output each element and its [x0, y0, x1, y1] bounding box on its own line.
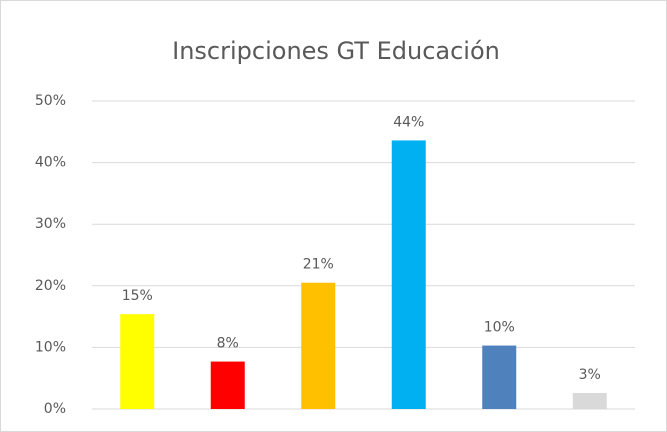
data-label: 15%: [122, 288, 153, 304]
data-label: 44%: [393, 114, 424, 130]
chart-title: Inscripciones GT Educación: [172, 37, 500, 65]
data-label: 21%: [303, 257, 334, 273]
bar: [572, 392, 607, 409]
y-tick-label: 20%: [35, 278, 66, 294]
y-tick-label: 30%: [35, 216, 66, 232]
y-tick-label: 0%: [44, 401, 66, 417]
data-label: 10%: [484, 320, 515, 336]
bar: [391, 140, 426, 409]
bar: [482, 345, 517, 409]
data-label: 8%: [217, 336, 239, 352]
data-label: 3%: [579, 367, 601, 383]
y-tick-label: 40%: [35, 155, 66, 171]
y-tick-label: 50%: [35, 93, 66, 109]
bar: [301, 282, 336, 409]
bar: [120, 314, 155, 409]
bar: [210, 361, 245, 409]
y-tick-label: 10%: [35, 339, 66, 355]
